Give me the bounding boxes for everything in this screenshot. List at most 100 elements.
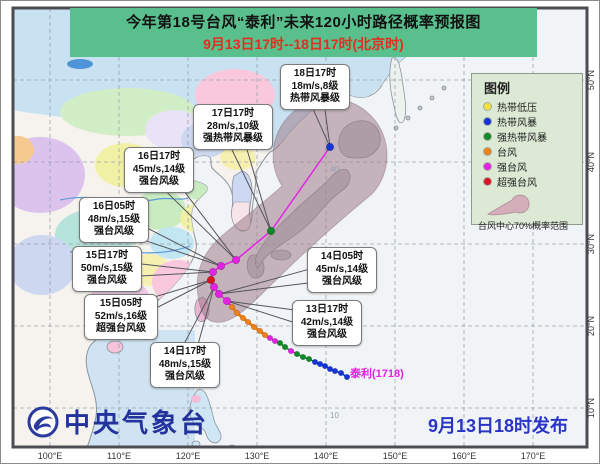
callout-line: 强台风级 xyxy=(322,276,362,287)
forecast-callout: 14日05时 45m/s,14级 强台风级 xyxy=(307,247,377,293)
history-point xyxy=(271,337,279,345)
lon-tick-label: 120°E xyxy=(176,451,201,461)
lon-tick-label: 150°E xyxy=(383,451,408,461)
legend-items: 热带低压热带风暴强热带风暴台风强台风超强台风 xyxy=(484,99,582,189)
forecast-point xyxy=(222,296,232,306)
callout-line: 强台风级 xyxy=(94,226,134,237)
callout-line: 50m/s,15级 xyxy=(80,262,134,274)
callout-line: 强台风级 xyxy=(139,176,179,187)
forecast-callout: 13日17时 42m/s,14级 强台风级 xyxy=(292,300,362,346)
callout-line: 45m/s,14级 xyxy=(132,163,186,175)
callout-line: 18m/s,8级 xyxy=(291,80,339,92)
agency-branding: 中央气象台 xyxy=(26,403,209,440)
history-point xyxy=(299,353,307,361)
page-title: 今年第18号台风“泰利”未来120小时路径概率预报图 xyxy=(126,14,481,31)
forecast-callout: 15日05时 52m/s,16级 超强台风级 xyxy=(84,294,158,340)
legend-item-label: 强台风 xyxy=(497,163,527,174)
callout-line: 14日17时 xyxy=(163,346,207,357)
lat-tick-label: 40°N xyxy=(586,152,596,172)
legend: 图例 热带低压热带风暴强热带风暴台风强台风超强台风 台风中心70%概率范围 xyxy=(471,73,583,231)
forecast-callout: 16日17时 45m/s,14级 强台风级 xyxy=(124,147,194,193)
forecast-point xyxy=(266,226,276,236)
hainan xyxy=(106,340,124,354)
callout-line: 52m/s,16级 xyxy=(94,310,148,322)
history-point xyxy=(256,327,264,335)
callout-line: 28m/s,10级 xyxy=(206,120,260,132)
history-point xyxy=(287,347,295,355)
history-point xyxy=(293,350,301,358)
forecast-callout: 17日17时 28m/s,10级 强热带风暴级 xyxy=(193,104,273,150)
cone-caption: 台风中心70%概率范围 xyxy=(478,221,569,231)
history-point xyxy=(261,331,269,339)
forecast-point xyxy=(214,289,224,299)
history-point xyxy=(276,339,284,347)
history-point xyxy=(228,303,236,311)
storm-name-label: 泰利(1718) xyxy=(350,368,404,380)
legend-item: 热带风暴 xyxy=(484,114,582,129)
cone-legend-icon xyxy=(486,194,530,216)
lat-tick-label: 20°N xyxy=(586,316,596,336)
forecast-callout: 16日05时 48m/s,15级 强台风级 xyxy=(79,197,149,243)
callout-line: 热带风暴级 xyxy=(290,93,340,104)
forecast-callout: 14日17时 48m/s,15级 强台风级 xyxy=(150,342,220,388)
history-point xyxy=(305,355,313,363)
lon-tick-label: 110°E xyxy=(107,451,131,461)
forecast-point xyxy=(209,282,219,292)
page-subtitle: 9月13日17时--18日17时(北京时) xyxy=(203,36,404,52)
history-point xyxy=(239,314,247,322)
legend-item-label: 台风 xyxy=(497,148,517,159)
callout-line: 48m/s,15级 xyxy=(158,358,212,370)
title-banner: 今年第18号台风“泰利”未来120小时路径概率预报图 9月13日17时--18日… xyxy=(70,8,537,57)
legend-item: 超强台风 xyxy=(484,174,582,189)
forecast-point xyxy=(206,275,216,285)
forecast-callout: 15日17时 50m/s,15级 强台风级 xyxy=(72,246,142,292)
st-dot-icon xyxy=(484,163,491,170)
history-point xyxy=(244,318,252,326)
lake xyxy=(67,59,93,69)
history-point xyxy=(337,369,345,377)
cma-logo-icon xyxy=(27,406,59,437)
lat-tick-label: 30°N xyxy=(586,234,596,254)
legend-item-label: 热带低压 xyxy=(497,103,537,114)
typhoon-tracks xyxy=(206,142,351,381)
latitude-axis: 50°N 40°N 30°N 20°N 10°N xyxy=(586,70,596,418)
lat-tick-label: 10°N xyxy=(586,398,596,418)
callout-line: 14日05时 xyxy=(320,251,364,262)
lon-tick-label: 160°E xyxy=(452,451,477,461)
history-point xyxy=(331,367,339,375)
luzon-patch xyxy=(191,395,201,403)
forecast-callout: 18日17时 18m/s,8级 热带风暴级 xyxy=(280,64,350,110)
callout-line: 18日17时 xyxy=(293,68,337,79)
history-point xyxy=(233,309,241,317)
lon-tick-label: 170°E xyxy=(521,451,546,461)
legend-item: 热带低压 xyxy=(484,99,582,114)
history-point xyxy=(316,360,324,368)
legend-item-label: 超强台风 xyxy=(497,178,537,189)
legend-title: 图例 xyxy=(484,81,511,96)
forecast-point xyxy=(231,255,241,265)
legend-item: 强台风 xyxy=(484,159,582,174)
legend-item-label: 强热带风暴 xyxy=(497,133,547,144)
lon-tick-label: 130°E xyxy=(245,451,270,461)
callout-line: 17日17时 xyxy=(211,108,255,119)
legend-item: 强热带风暴 xyxy=(484,129,582,144)
lon-tick-label: 140°E xyxy=(314,451,339,461)
ty-dot-icon xyxy=(484,148,491,155)
legend-item-label: 热带风暴 xyxy=(497,118,537,129)
history-point xyxy=(311,358,319,366)
callout-line: 16日17时 xyxy=(137,151,181,162)
history-point xyxy=(250,323,258,331)
callout-line: 48m/s,15级 xyxy=(87,213,141,225)
history-point xyxy=(326,365,334,373)
sts-dot-icon xyxy=(484,133,491,140)
callout-line: 42m/s,14级 xyxy=(300,316,354,328)
callout-line: 13日17时 xyxy=(305,304,349,315)
longitude-axis: 100°E 110°E 120°E 130°E 140°E 150°E 160°E 170°E xyxy=(38,451,546,461)
callout-line: 16日05时 xyxy=(92,201,136,212)
agency-name: 中央气象台 xyxy=(64,408,210,438)
su-dot-icon xyxy=(484,178,491,185)
forecast-point xyxy=(216,261,226,271)
lon-tick-label: 100°E xyxy=(38,451,63,461)
td-dot-icon xyxy=(484,103,491,110)
inner-lat-label: 10 xyxy=(330,411,339,420)
